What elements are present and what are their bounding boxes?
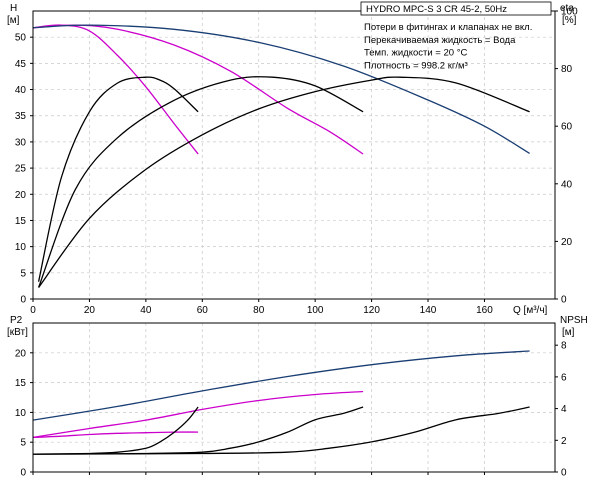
series [32,24,530,455]
info-note: Перекачиваемая жидкость = Вода [364,35,516,46]
right-tick-label: 8 [561,341,567,352]
right-tick-label: 100 [561,7,578,18]
x-tick-label: 60 [197,305,209,316]
head-curve [32,24,530,154]
left-axis-unit: [м] [7,15,20,26]
left-tick-label: 0 [20,295,26,306]
left-tick-label: 50 [15,33,27,44]
grid [33,11,555,472]
right-axis-label: NPSH [560,315,588,326]
left-tick-label: 35 [15,111,27,122]
left-tick-label: 15 [15,216,27,227]
left-tick-label: 40 [15,85,27,96]
left-axis-unit: [кВт] [7,327,28,338]
right-tick-label: 60 [561,122,573,133]
x-tick-label: 0 [30,305,36,316]
x-tick-label: 140 [420,305,437,316]
right-tick-label: 4 [561,404,567,415]
left-axis-label: H [10,3,17,14]
npsh-curve [32,406,530,455]
x-tick-label: 80 [253,305,265,316]
right-axis-unit: [%] [562,15,577,26]
efficiency-curve [37,76,364,288]
title-box [360,1,552,16]
power-curve [32,350,530,421]
left-tick-label: 15 [15,378,27,389]
plot-frame [32,322,556,473]
left-tick-label: 20 [15,348,27,359]
right-tick-label: 0 [561,295,567,306]
npsh-curve [32,406,364,455]
x-tick-label: 20 [84,305,96,316]
x-tick-label: 100 [307,305,324,316]
right-tick-label: 0 [561,468,567,479]
left-tick-label: 5 [20,438,26,449]
right-axis-label: eta [560,3,574,14]
right-tick-label: 2 [561,436,567,447]
info-note: Темп. жидкости = 20 °C [364,48,467,59]
left-tick-label: 10 [15,408,27,419]
efficiency-curve [37,76,199,282]
right-axis-unit: [м] [562,327,575,338]
x-axis-label: Q [м³/ч] [513,305,548,316]
labels: 05101520253035404550020406080100H[м]eta[… [7,1,588,479]
power-curve [32,390,364,439]
left-tick-label: 0 [20,468,26,479]
npsh-curve [32,406,199,455]
right-tick-label: 40 [561,179,573,190]
right-tick-label: 20 [561,237,573,248]
left-tick-label: 45 [15,59,27,70]
left-tick-label: 10 [15,242,27,253]
chart-title: HYDRO MPC-S 3 CR 45-2, 50Hz [366,4,507,15]
left-axis-label: P2 [10,315,23,326]
x-tick-label: 160 [476,305,493,316]
plot-frame [32,10,556,300]
left-tick-label: 25 [15,164,27,175]
info-note: Потери в фитингах и клапанах не вкл. [364,22,532,33]
left-tick-label: 30 [15,137,27,148]
efficiency-curve [38,76,530,288]
axes [30,10,558,475]
x-tick-label: 40 [140,305,152,316]
info-note: Плотность = 998.2 кг/м³ [364,60,468,71]
x-tick-label: 120 [363,305,380,316]
right-tick-label: 80 [561,64,573,75]
right-tick-label: 6 [561,372,567,383]
left-tick-label: 5 [20,268,26,279]
left-tick-label: 20 [15,190,27,201]
